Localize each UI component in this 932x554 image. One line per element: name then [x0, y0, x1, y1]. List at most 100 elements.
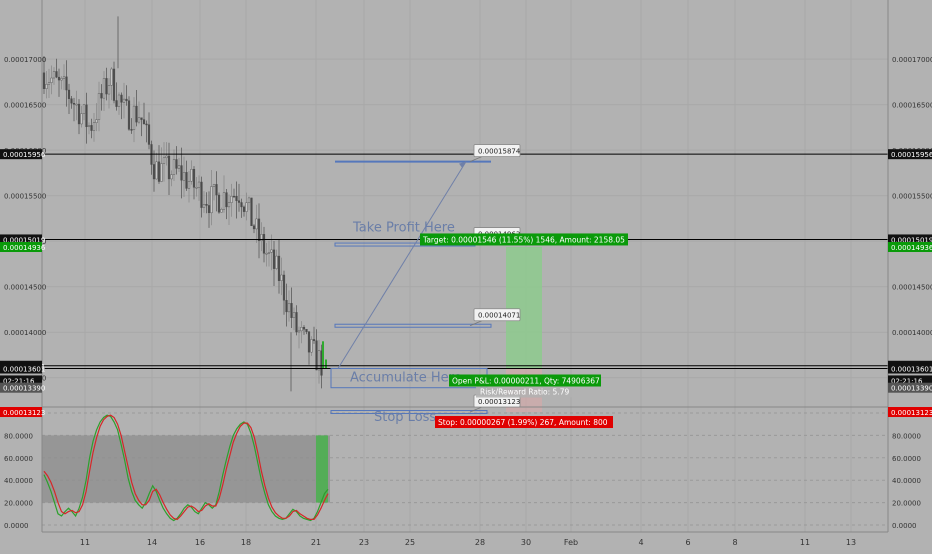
stop-label-text: Stop: 0.00000267 (1.99%) 267, Amount: 80… — [438, 418, 608, 427]
price-tag-left-text: 0.00014936 — [3, 244, 46, 252]
candle-body — [105, 78, 108, 95]
price-tag-right-text: 0.00013123 — [891, 409, 932, 417]
candle-body — [215, 184, 218, 196]
candle-body — [137, 117, 141, 123]
candle-body — [267, 252, 271, 254]
y-tick-label-right: 0.00015500 — [892, 193, 932, 201]
callout-box[interactable] — [473, 308, 521, 322]
callout-text: 0.00014071 — [478, 312, 520, 320]
candle-body — [187, 180, 191, 189]
candle-body — [145, 123, 148, 126]
candle-body — [257, 218, 261, 241]
stop-box[interactable] — [330, 410, 488, 415]
candle-body — [252, 225, 256, 230]
price-tag-left-text: 0.00013123 — [3, 409, 45, 417]
callout-box[interactable] — [473, 144, 521, 158]
price-tag-left-text: 0.00013390 — [3, 385, 45, 393]
price-tag-left — [0, 234, 42, 245]
price-tag-right — [888, 234, 932, 245]
stochastic-band-highlight — [316, 435, 328, 503]
candle-body — [277, 255, 281, 281]
candle-body — [200, 181, 203, 208]
open-pnl-box — [449, 374, 601, 387]
candle-body — [307, 331, 311, 353]
candle-body — [62, 76, 66, 79]
price-tag-right — [888, 363, 932, 374]
open-pnl-text: Open P&L: 0.00000211, Qty: 74906367 — [452, 377, 600, 386]
accumulate-text[interactable]: Accumulate Here — [350, 371, 462, 386]
candle-body — [82, 104, 86, 114]
price-tag-right-text: 0.00015956 — [891, 151, 932, 159]
candle-body — [230, 195, 233, 203]
candle-body — [75, 103, 78, 106]
stop-label-box — [435, 416, 613, 429]
stoch-y-tick-left: 40.0000 — [4, 477, 33, 485]
candle-body — [97, 93, 101, 120]
price-tag-right — [888, 382, 932, 393]
price-tag-right — [888, 407, 932, 418]
price-tag-left — [0, 375, 42, 386]
x-tick-label: 30 — [521, 538, 531, 547]
price-tag-right-text: 02:21:16 — [891, 377, 923, 385]
stoch-y-tick-left: 0.0000 — [4, 522, 29, 530]
take-profit-text[interactable]: Take Profit Here — [352, 220, 455, 235]
stop-loss-text[interactable]: Stop Loss — [374, 410, 436, 425]
y-tick-label-right: 0.00014000 — [892, 329, 932, 337]
candle-body — [212, 184, 216, 187]
callout-text: 0.00015874 — [478, 148, 521, 156]
target-label-text: Target: 0.00001546 (11.55%) 1546, Amount… — [422, 235, 625, 244]
candle-body — [182, 172, 186, 181]
y-tick-label-left: 0.00014000 — [4, 329, 46, 337]
projection-arrow[interactable] — [337, 161, 467, 369]
candle-body — [55, 71, 58, 78]
candle-body — [292, 312, 296, 318]
price-tag-right-text: 0.00015019 — [891, 236, 932, 244]
x-tick-label: 6 — [685, 538, 690, 547]
candle-body — [232, 195, 236, 198]
annotations[interactable]: 0.000158740.000149630.000140710.00013123… — [350, 144, 628, 429]
candle-body — [275, 255, 278, 269]
price-tag-left — [0, 149, 42, 160]
x-tick-label: 23 — [359, 538, 369, 547]
target-zone[interactable] — [506, 247, 542, 369]
price-tag-left-text: 0.00015019 — [3, 236, 45, 244]
candle-body — [175, 159, 178, 169]
stoch-y-tick-right: 0.0000 — [892, 522, 917, 530]
x-tick-label: 8 — [732, 538, 737, 547]
candle-body — [217, 194, 221, 213]
candle-body — [265, 252, 268, 255]
candle-body — [155, 161, 158, 180]
candle-body — [115, 100, 118, 107]
candle-body — [185, 172, 188, 189]
candle-body — [197, 181, 201, 188]
callout-text: 0.00013123 — [478, 398, 520, 406]
price-tag-right — [888, 242, 932, 253]
candle-body — [225, 192, 228, 208]
candle-body — [132, 105, 136, 130]
level-box-14071[interactable] — [334, 323, 492, 328]
candle-body — [162, 157, 166, 164]
x-tick-label: 18 — [241, 538, 251, 547]
y-tick-label-left: 0.00016500 — [4, 102, 46, 110]
x-tick-label: 4 — [638, 538, 643, 547]
candle-body — [180, 165, 183, 181]
candle-body — [192, 168, 196, 188]
candle-body — [80, 113, 83, 125]
candle-body — [50, 77, 53, 83]
candle-body-latest — [325, 359, 327, 369]
ratio-label-text: Risk/Reward Ratio: 5.79 — [480, 388, 569, 397]
candle-body — [205, 204, 208, 206]
candle-body-latest — [322, 341, 324, 369]
x-tick-label: 28 — [475, 538, 485, 547]
price-labels: 0.00015956 0.00015956 0.00015019 0.00015019… — [0, 149, 932, 418]
price-tag-right-text: 0.00014936 — [891, 244, 932, 252]
stoch-y-tick-right: 80.0000 — [892, 432, 921, 440]
candle-body — [210, 186, 213, 214]
candle-body — [262, 234, 266, 254]
x-tick-label: 16 — [195, 538, 205, 547]
candle-body — [72, 103, 76, 105]
candle-body — [237, 200, 241, 203]
candle-body — [280, 274, 283, 281]
